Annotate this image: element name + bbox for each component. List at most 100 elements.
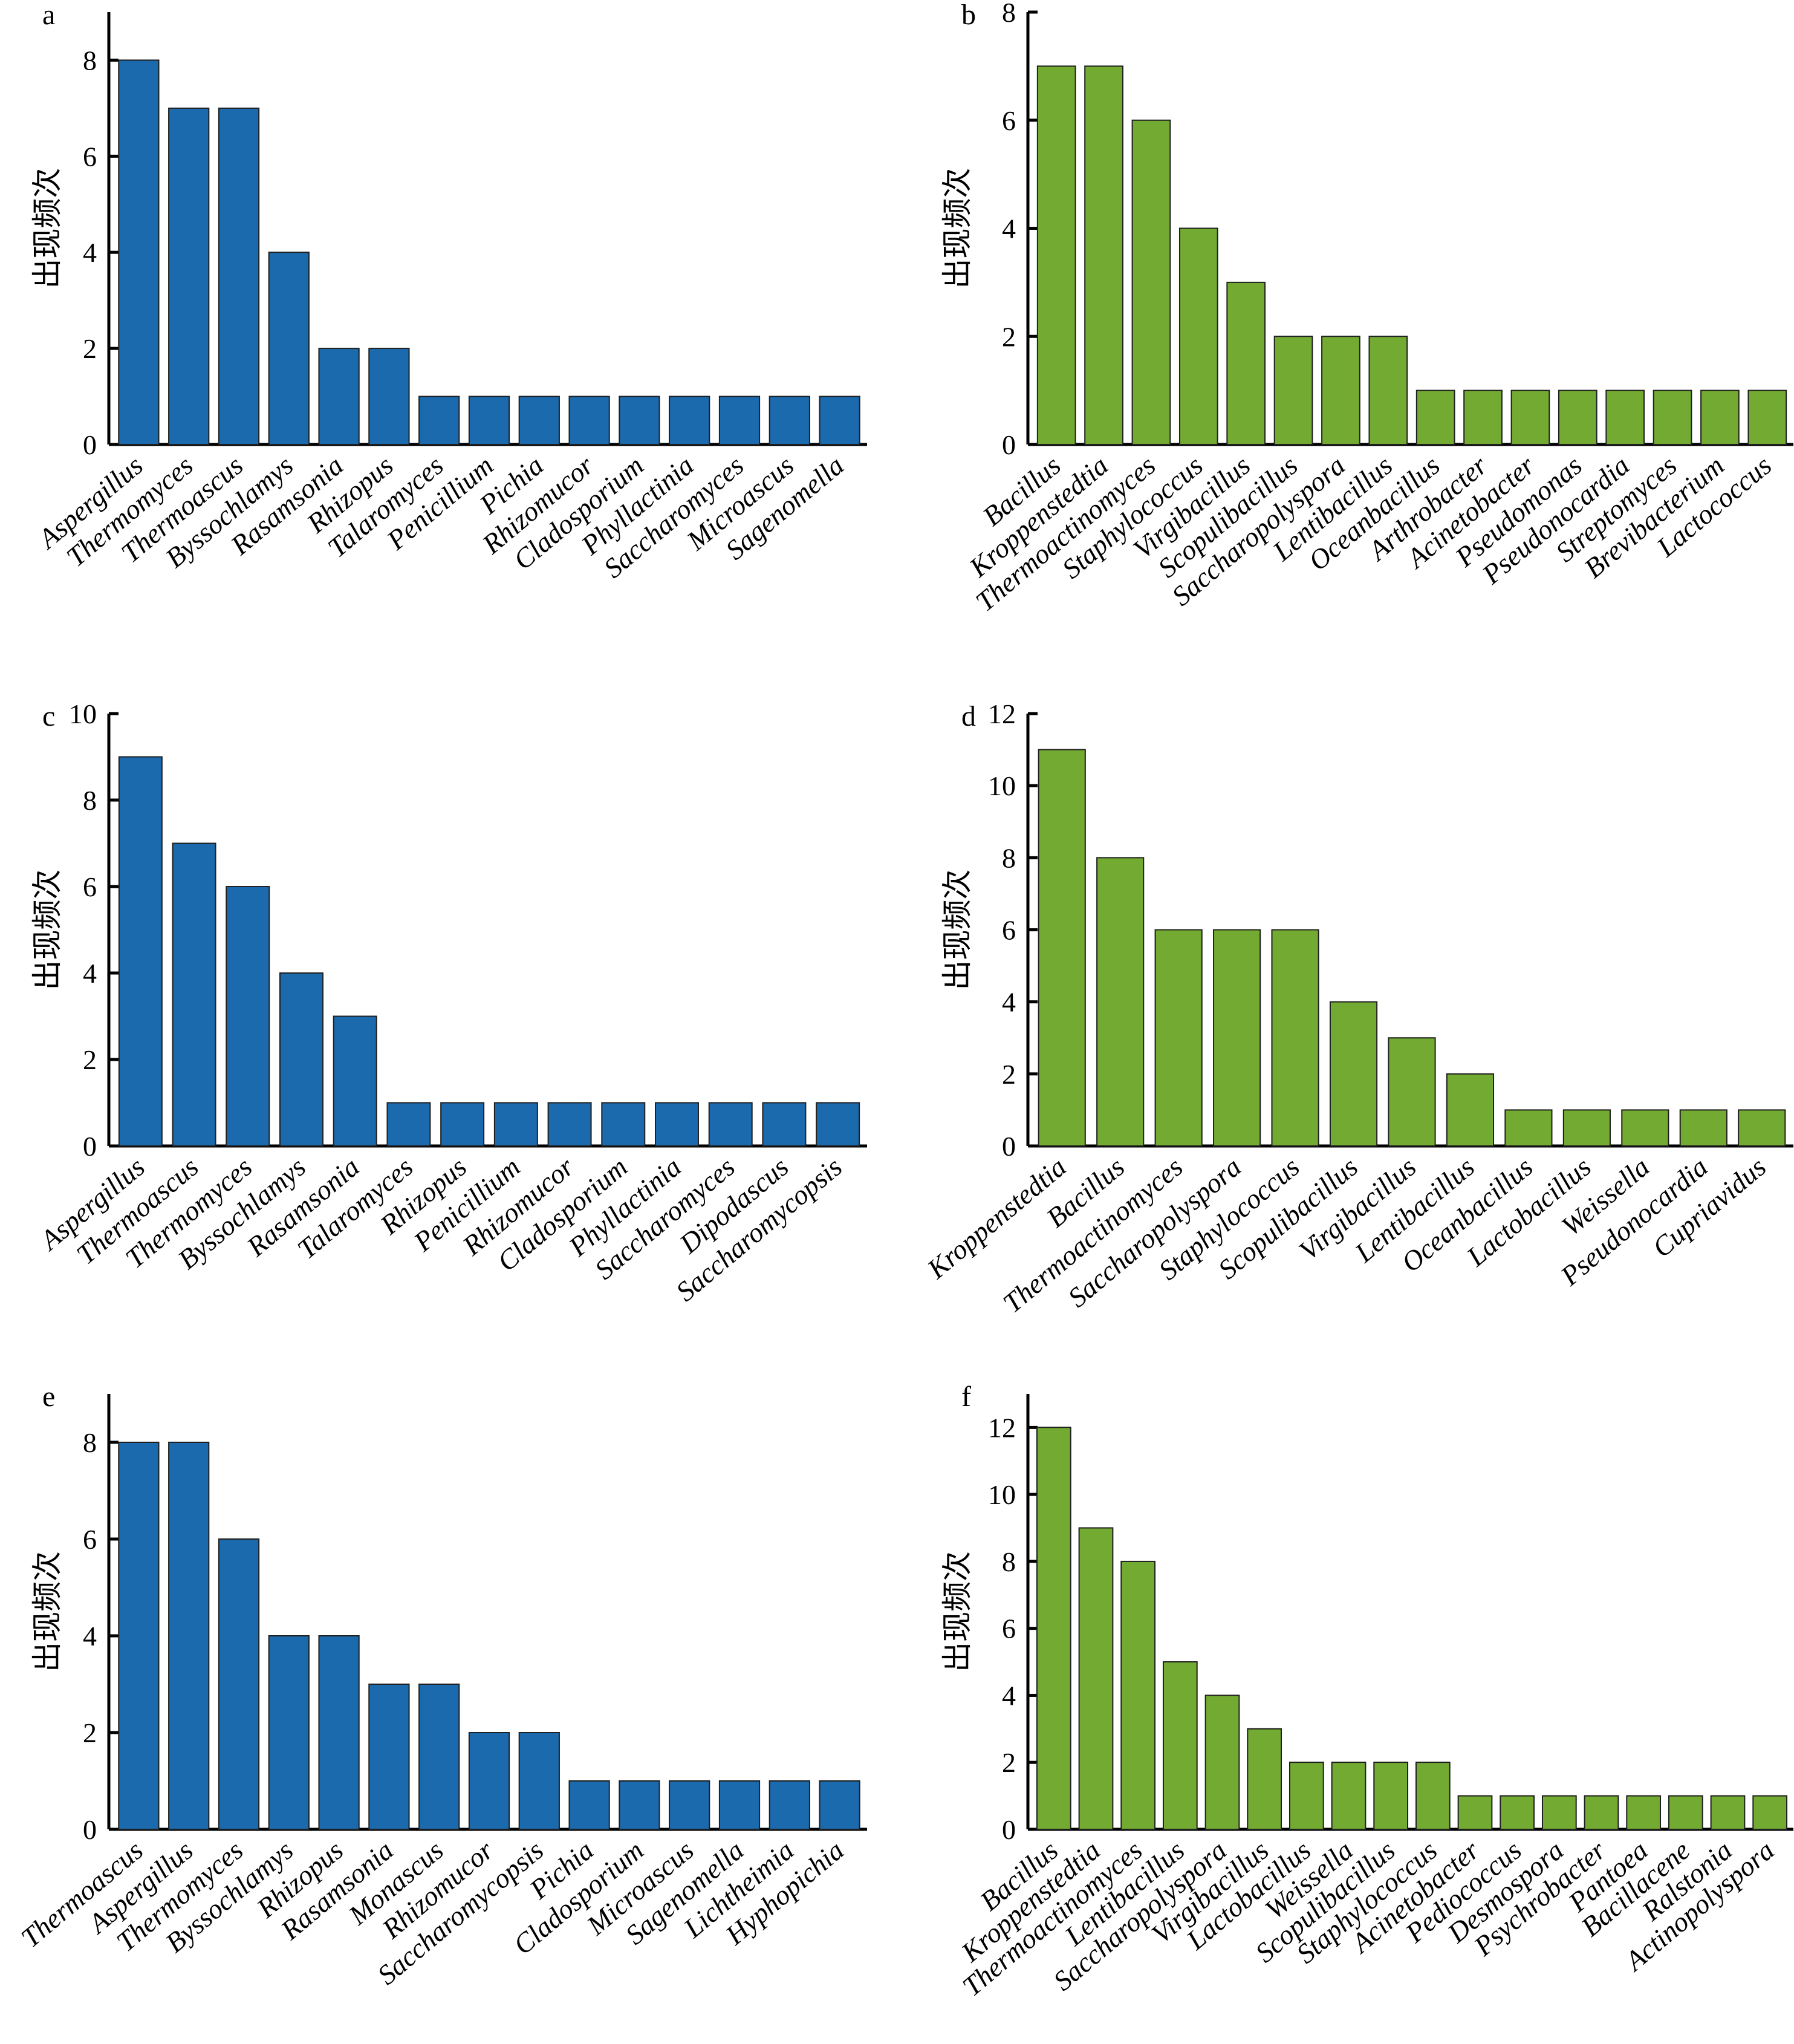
bar-rhizomucor — [568, 395, 610, 445]
panel-f: f出现频次024681012BacillusKroppenstedtiaTher… — [940, 1381, 1793, 2002]
y-tick-label: 8 — [1002, 1546, 1016, 1577]
bar-thermoascus — [218, 107, 260, 445]
bar-streptomyces — [1653, 389, 1692, 445]
bar-rasamsonia — [333, 1015, 377, 1147]
bar-oceanbacillus — [1504, 1109, 1553, 1147]
bar-aspergillus — [118, 756, 163, 1147]
bar-pseudonocardia — [1679, 1109, 1727, 1147]
bar-ralstonia — [1710, 1795, 1746, 1831]
y-tick-label: 6 — [83, 871, 97, 902]
y-tick-label: 6 — [83, 141, 97, 172]
y-axis-label: 出现频次 — [940, 870, 975, 991]
y-tick-label: 6 — [83, 1524, 97, 1555]
panel-b: b出现频次02468BacillusKroppenstedtiaThermoac… — [940, 0, 1793, 617]
bar-lentibacillus — [1446, 1073, 1495, 1147]
bar-hyphopichia — [819, 1780, 860, 1830]
panel-label-f: f — [961, 1381, 971, 1413]
panel-label-a: a — [42, 0, 55, 31]
bar-saccharopolyspora — [1204, 1694, 1240, 1830]
bar-actinopolyspora — [1752, 1795, 1788, 1831]
bar-scopulibacillus — [1329, 1001, 1378, 1147]
bar-phyllactinia — [669, 395, 710, 445]
bar-rhizomucor — [547, 1102, 592, 1147]
bar-talaromyces — [386, 1102, 431, 1147]
bar-virgibacillus — [1388, 1037, 1436, 1147]
bar-lentibacillus — [1162, 1661, 1198, 1830]
bar-saccharomycopsis — [518, 1732, 560, 1830]
bar-rhizopus — [440, 1102, 485, 1147]
bar-pantoea — [1626, 1795, 1662, 1831]
bar-microascus — [669, 1780, 710, 1830]
bar-kroppenstedtia — [1084, 65, 1123, 445]
bar-cladosporium — [601, 1102, 646, 1147]
bar-cladosporium — [619, 1780, 660, 1830]
y-tick-label: 0 — [1002, 429, 1016, 460]
bar-lichtheimia — [769, 1780, 810, 1830]
bar-saccharomyces — [708, 1102, 753, 1147]
bar-virgibacillus — [1247, 1728, 1282, 1831]
y-axis-label: 出现频次 — [30, 870, 65, 991]
bar-pediococcus — [1500, 1795, 1535, 1831]
y-tick-label: 8 — [83, 785, 97, 816]
bar-acinetobacter — [1510, 389, 1550, 445]
y-tick-label: 10 — [988, 1479, 1016, 1510]
y-tick-label: 2 — [83, 333, 97, 364]
bar-thermoactinomyces — [1154, 929, 1203, 1147]
bar-thermomyces — [218, 1538, 260, 1830]
y-tick-label: 4 — [83, 1621, 97, 1652]
y-tick-label: 12 — [988, 1412, 1016, 1443]
y-tick-label: 12 — [988, 698, 1016, 729]
bar-virgibacillus — [1226, 281, 1266, 445]
bar-lactococcus — [1747, 389, 1787, 445]
bar-penicillium — [468, 395, 510, 445]
bar-monascus — [418, 1684, 460, 1830]
y-tick-label: 4 — [1002, 987, 1016, 1018]
bar-microascus — [769, 395, 810, 445]
bar-phyllactinia — [655, 1102, 699, 1147]
bar-lactobacillus — [1289, 1762, 1324, 1830]
bar-rhizomucor — [468, 1732, 510, 1830]
y-tick-label: 8 — [1002, 0, 1016, 28]
panel-label-e: e — [42, 1381, 55, 1413]
y-tick-label: 4 — [1002, 1680, 1016, 1711]
panel-label-b: b — [961, 0, 976, 31]
bar-cupriavidus — [1738, 1109, 1786, 1147]
bar-staphylococcus — [1178, 227, 1218, 445]
bar-saccharopolyspora — [1213, 929, 1261, 1147]
bar-scopulibacillus — [1373, 1762, 1409, 1830]
bar-pseudomonas — [1558, 389, 1597, 445]
bar-staphylococcus — [1271, 929, 1319, 1147]
y-tick-label: 10 — [988, 770, 1016, 801]
y-axis-label: 出现频次 — [940, 168, 975, 289]
bar-arthrobacter — [1463, 389, 1503, 445]
bar-sagenomella — [819, 395, 860, 445]
bar-pichia — [568, 1780, 610, 1830]
bar-weissella — [1621, 1109, 1669, 1147]
bar-psychrobacter — [1584, 1795, 1619, 1831]
bar-byssochlamys — [268, 1635, 310, 1830]
bar-penicillium — [493, 1102, 538, 1147]
bar-thermoascus — [118, 1442, 160, 1830]
y-tick-label: 8 — [1002, 842, 1016, 873]
y-tick-label: 0 — [83, 1814, 97, 1845]
panel-c: c出现频次0246810AspergillusThermoascusThermo… — [30, 698, 867, 1307]
bar-aspergillus — [118, 59, 160, 445]
bar-thermoactinomyces — [1120, 1560, 1156, 1831]
y-tick-label: 2 — [1002, 1747, 1016, 1778]
y-tick-label: 2 — [83, 1044, 97, 1075]
panel-label-c: c — [42, 700, 55, 732]
y-tick-label: 8 — [83, 45, 97, 76]
bar-bacillus — [1096, 857, 1145, 1147]
y-tick-label: 0 — [1002, 1814, 1016, 1845]
panel-label-d: d — [961, 700, 976, 732]
bar-byssochlamys — [279, 972, 323, 1147]
y-tick-label: 8 — [83, 1427, 97, 1458]
bar-rasamsonia — [368, 1684, 410, 1830]
y-axis-label: 出现频次 — [30, 1551, 65, 1672]
bar-kroppenstedtia — [1038, 749, 1086, 1147]
bar-byssochlamys — [268, 252, 310, 445]
bar-pseudonocardia — [1605, 389, 1645, 445]
bar-kroppenstedtia — [1078, 1527, 1114, 1831]
y-tick-label: 2 — [1002, 1059, 1016, 1090]
